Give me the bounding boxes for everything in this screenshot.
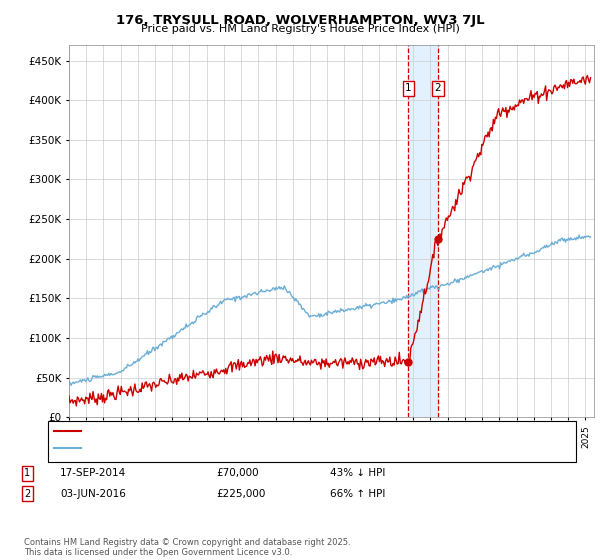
Text: HPI: Average price, semi-detached house, Wolverhampton: HPI: Average price, semi-detached house,…	[87, 443, 372, 453]
Text: 1: 1	[24, 468, 30, 478]
Text: Price paid vs. HM Land Registry's House Price Index (HPI): Price paid vs. HM Land Registry's House …	[140, 24, 460, 34]
Text: 176, TRYSULL ROAD, WOLVERHAMPTON, WV3 7JL: 176, TRYSULL ROAD, WOLVERHAMPTON, WV3 7J…	[116, 14, 484, 27]
Text: 17-SEP-2014: 17-SEP-2014	[60, 468, 126, 478]
Text: £225,000: £225,000	[216, 489, 265, 499]
Bar	[409, 45, 438, 417]
Text: 2: 2	[24, 489, 30, 499]
Point	[404, 357, 413, 366]
Text: 176, TRYSULL ROAD, WOLVERHAMPTON, WV3 7JL (semi-detached house): 176, TRYSULL ROAD, WOLVERHAMPTON, WV3 7J…	[87, 426, 445, 436]
Text: 1: 1	[405, 83, 412, 94]
Text: 43% ↓ HPI: 43% ↓ HPI	[330, 468, 385, 478]
Point	[433, 235, 443, 244]
Text: £70,000: £70,000	[216, 468, 259, 478]
Text: 03-JUN-2016: 03-JUN-2016	[60, 489, 126, 499]
Text: 2: 2	[434, 83, 441, 94]
Text: Contains HM Land Registry data © Crown copyright and database right 2025.
This d: Contains HM Land Registry data © Crown c…	[24, 538, 350, 557]
Text: 66% ↑ HPI: 66% ↑ HPI	[330, 489, 385, 499]
